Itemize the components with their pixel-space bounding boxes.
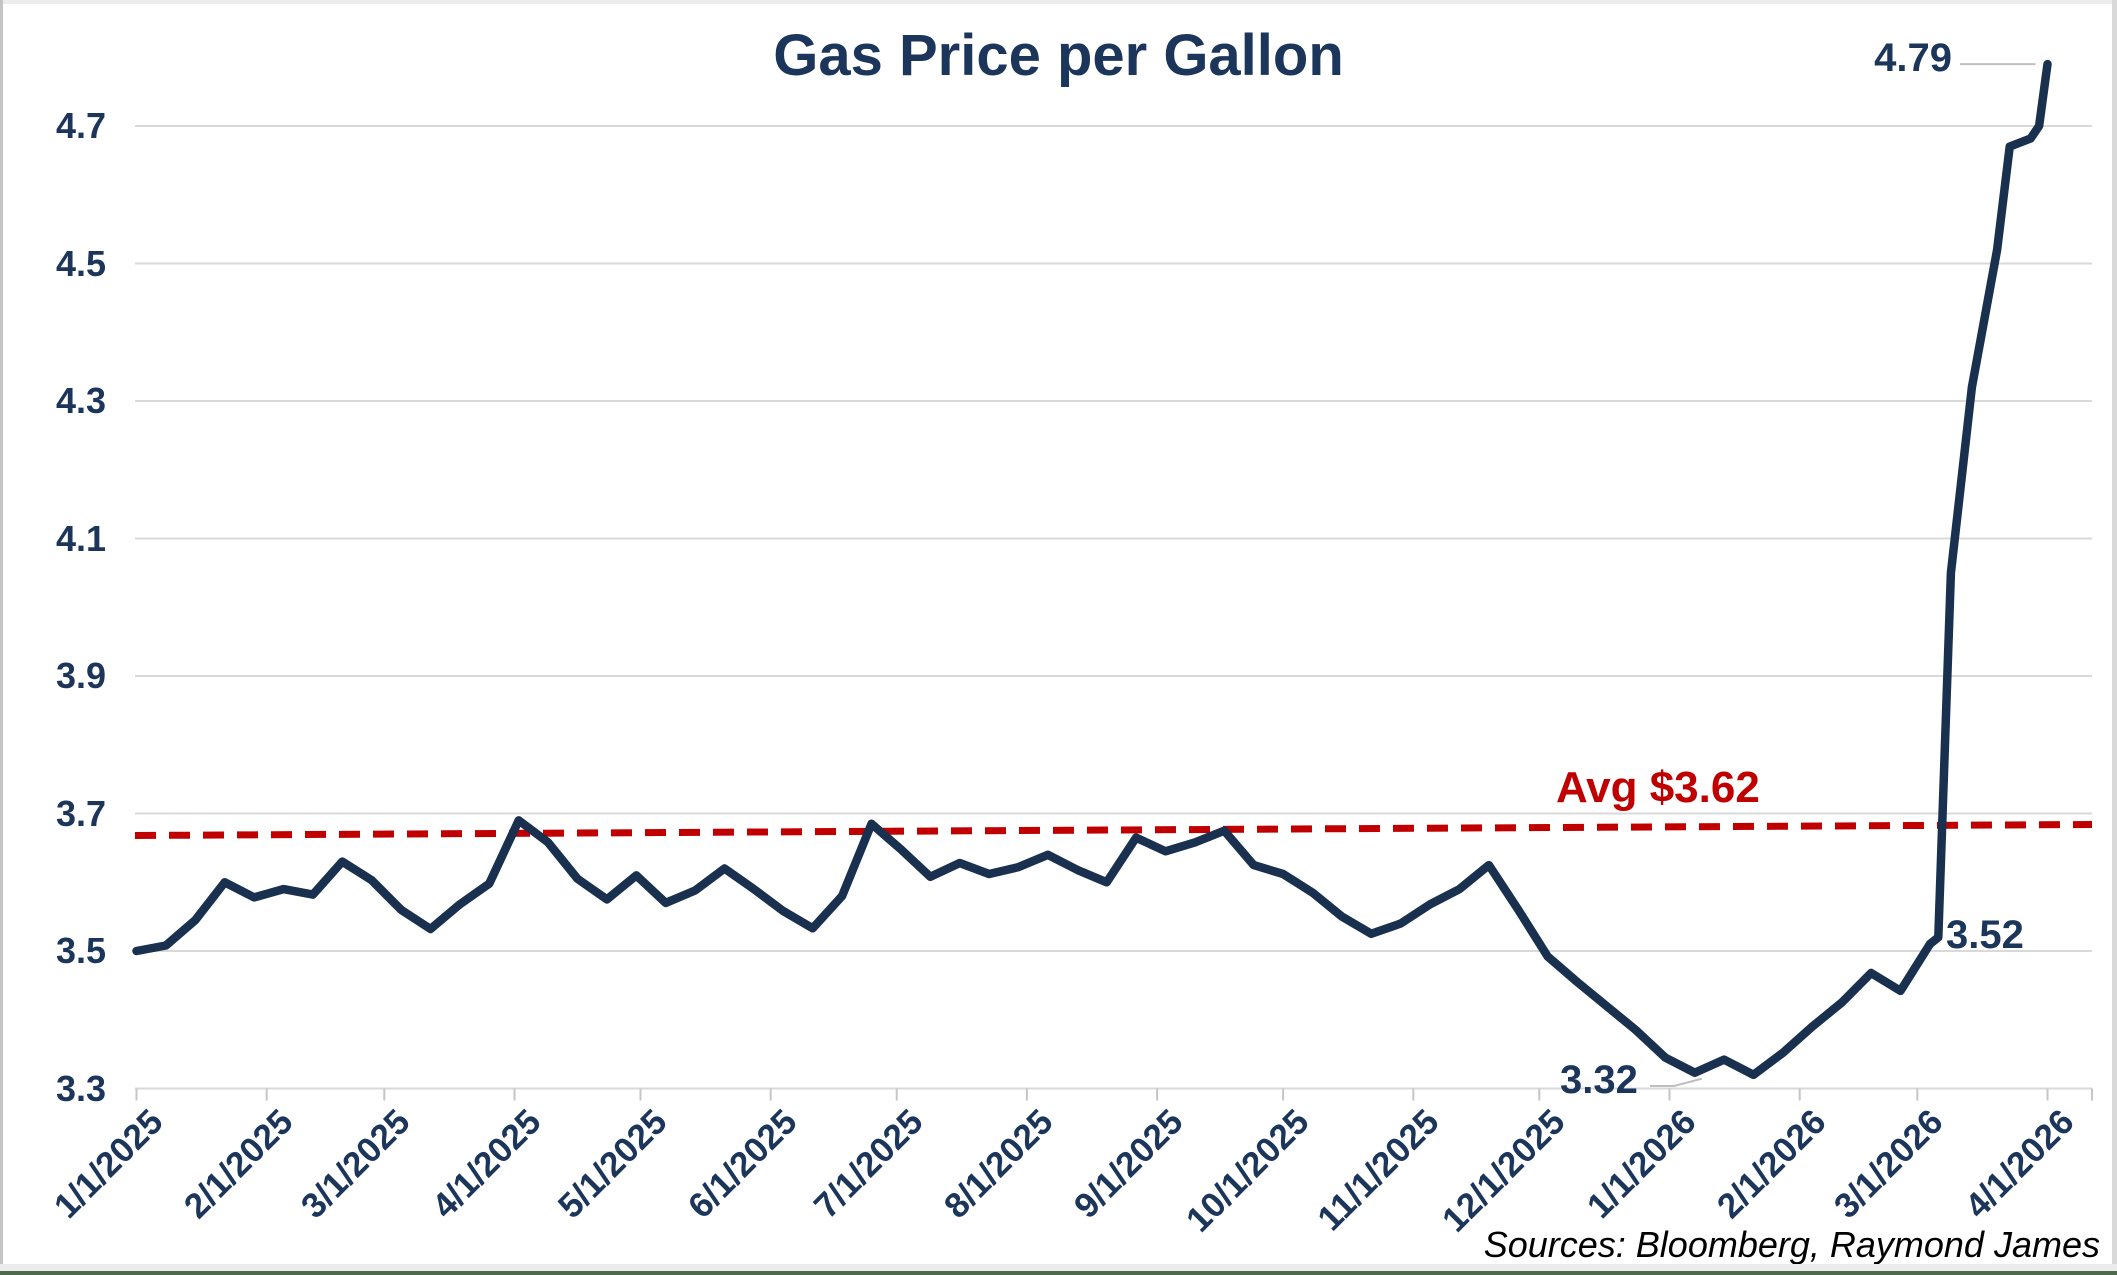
chart-title: Gas Price per Gallon [773,23,1344,88]
source-note: Sources: Bloomberg, Raymond James [1483,1224,2100,1265]
frame-left-edge [0,0,3,1275]
y-tick-label: 4.1 [55,517,106,559]
frame-top-edge [0,0,2117,4]
y-tick-label: 3.7 [55,792,106,834]
frame-bottom-gray [0,1264,2117,1271]
max-value-label: 4.79 [1874,36,1952,80]
avg-line-label: Avg $3.62 [1556,763,1760,812]
frame-right-edge [2112,0,2117,1275]
price-line [132,59,2052,1080]
min-value-label: 3.32 [1560,1058,1638,1102]
y-tick-label: 4.3 [55,380,106,421]
y-tick-label: 3.9 [55,655,106,696]
frame-bottom-green [0,1271,2117,1275]
y-tick-label: 3.5 [55,930,106,971]
pre-spike-value-label: 3.52 [1946,913,2024,957]
average-dashed-line [134,821,2093,839]
y-tick-label: 3.3 [55,1067,106,1109]
y-tick-label: 4.5 [55,242,106,284]
min-leader-line [1650,1077,1702,1087]
y-tick-label: 4.7 [55,105,106,146]
